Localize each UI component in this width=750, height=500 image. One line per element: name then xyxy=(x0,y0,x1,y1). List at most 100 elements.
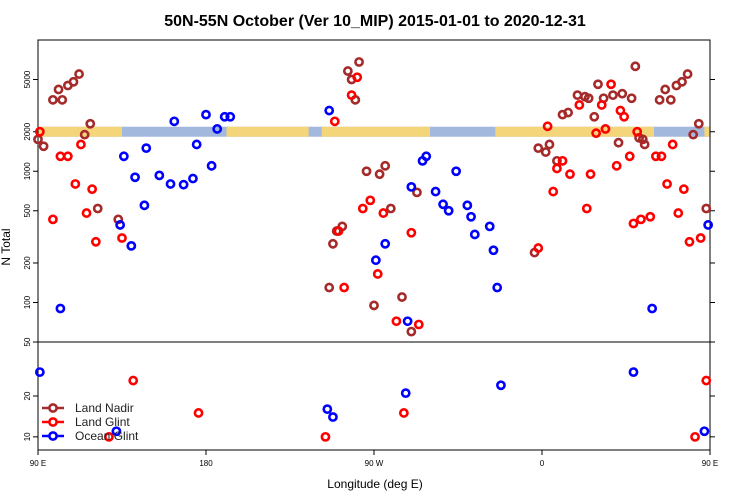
ocean-glint-point xyxy=(496,380,506,391)
land-glint-point xyxy=(581,203,592,214)
ocean-glint-point xyxy=(219,111,230,122)
land-glint-point xyxy=(76,139,86,150)
ocean-glint-point xyxy=(451,166,462,177)
land-glint-point xyxy=(104,431,114,442)
land-nadir-point xyxy=(693,118,704,129)
y-tick-label: 100 xyxy=(23,295,32,309)
ocean-glint-point xyxy=(492,282,503,293)
ocean-glint-point xyxy=(212,124,223,134)
ocean-glint-point xyxy=(178,179,189,190)
ocean-glint-point xyxy=(206,160,217,171)
land-nadir-point xyxy=(412,187,422,198)
land-glint-point xyxy=(117,233,127,243)
land-glint-point xyxy=(624,151,635,162)
land-glint-point xyxy=(632,126,643,137)
land-glint-point xyxy=(684,236,695,247)
land-nadir-legend-marker xyxy=(48,403,58,413)
land-nadir-point xyxy=(342,66,353,76)
chart-title: 50N-55N October (Ver 10_MIP) 2015-01-01 … xyxy=(164,13,586,30)
land-nadir-point xyxy=(626,93,637,104)
ocean-glint-point xyxy=(225,111,236,122)
land-nadir-point xyxy=(374,169,385,180)
land-nadir-point xyxy=(79,129,90,140)
land-glint-point xyxy=(628,218,639,229)
land-nadir-point xyxy=(361,166,372,177)
land-nadir-point xyxy=(583,93,594,104)
ocean-glint-point xyxy=(421,151,432,162)
land-nadir-point xyxy=(608,90,618,101)
land-glint-point xyxy=(619,111,630,122)
land-nadir-point xyxy=(701,203,712,214)
ocean-glint-point xyxy=(328,412,338,422)
land-nadir-point xyxy=(688,129,699,140)
land-glint-point xyxy=(339,282,350,293)
land-glint-point xyxy=(636,214,646,225)
land-nadir-point xyxy=(85,118,96,129)
land-nadir-point xyxy=(630,61,641,72)
land-nadir-point xyxy=(406,326,417,337)
ocean-glint-point xyxy=(201,109,211,120)
x-tick-label: 90 E xyxy=(702,459,718,468)
ocean-glint-point xyxy=(322,404,333,415)
ocean-glint-point xyxy=(34,367,45,378)
land-nadir-point xyxy=(53,84,64,95)
land-glint-point xyxy=(413,319,424,330)
axes: 90 E 180 90 W 0 90 E 50 100 200 500 1000 2000 5000 1… xyxy=(23,70,718,468)
land-nadir-point xyxy=(617,88,628,99)
land-glint-point xyxy=(81,208,92,218)
land-glint-point xyxy=(552,163,562,174)
land-glint-point xyxy=(62,151,73,162)
land-glint-point xyxy=(365,195,376,206)
ocean-glint-point xyxy=(406,181,417,192)
land-glint-point xyxy=(87,184,98,195)
land-glint-point xyxy=(690,431,700,442)
x-axis-label: Longitude (deg E) xyxy=(327,477,422,491)
ocean-glint-point xyxy=(484,221,495,232)
land-nadir-point xyxy=(677,76,687,87)
ocean-glint-point xyxy=(55,303,66,314)
land-nadir-point xyxy=(380,160,391,171)
ocean-glint-point xyxy=(126,240,137,251)
land-glint-point xyxy=(678,184,689,195)
land-glint-point xyxy=(193,408,204,418)
land-glint-point xyxy=(320,431,331,442)
land-glint-point xyxy=(391,316,402,327)
ocean-glint-point xyxy=(115,220,126,230)
ocean-glint-point xyxy=(165,179,176,189)
land-nadir-point xyxy=(74,69,84,79)
land-glint-point xyxy=(656,151,667,162)
land-glint-point xyxy=(378,208,389,218)
y-tick-label: 1000 xyxy=(23,162,32,180)
land-nadir-point xyxy=(92,203,103,214)
land-glint-point xyxy=(372,269,383,279)
land-band-segment xyxy=(495,126,654,137)
y-tick-label: 50 xyxy=(23,337,32,346)
land-nadir-point xyxy=(665,94,676,105)
x-tick-label: 180 xyxy=(199,459,213,468)
ocean-glint-point xyxy=(699,426,710,437)
land-nadir-point xyxy=(354,57,364,67)
ocean-glint-point xyxy=(169,116,180,127)
land-glint-point xyxy=(596,100,607,110)
land-glint-point xyxy=(695,233,706,243)
y-tick-label: 20 xyxy=(23,391,32,400)
land-glint-point xyxy=(662,179,672,189)
land-glint-point xyxy=(645,211,656,222)
land-nadir-point xyxy=(328,238,338,249)
land-glint-point xyxy=(673,208,684,218)
ocean-glint-point xyxy=(628,367,639,378)
land-band-segment xyxy=(226,126,309,137)
ocean-glint-point xyxy=(154,170,165,181)
ocean-glint-point xyxy=(324,105,335,116)
land-glint-point xyxy=(611,160,622,171)
x-tick-label: 90 W xyxy=(365,459,384,468)
land-band-segment xyxy=(321,126,430,137)
ocean-glint-point xyxy=(139,200,150,211)
ocean-glint-point xyxy=(141,143,152,154)
land-nadir-point xyxy=(682,69,693,79)
y-tick-label: 500 xyxy=(23,204,32,218)
ocean-glint-point xyxy=(469,229,480,240)
ocean-glint-point xyxy=(191,139,202,150)
land-nadir-point xyxy=(589,111,600,122)
